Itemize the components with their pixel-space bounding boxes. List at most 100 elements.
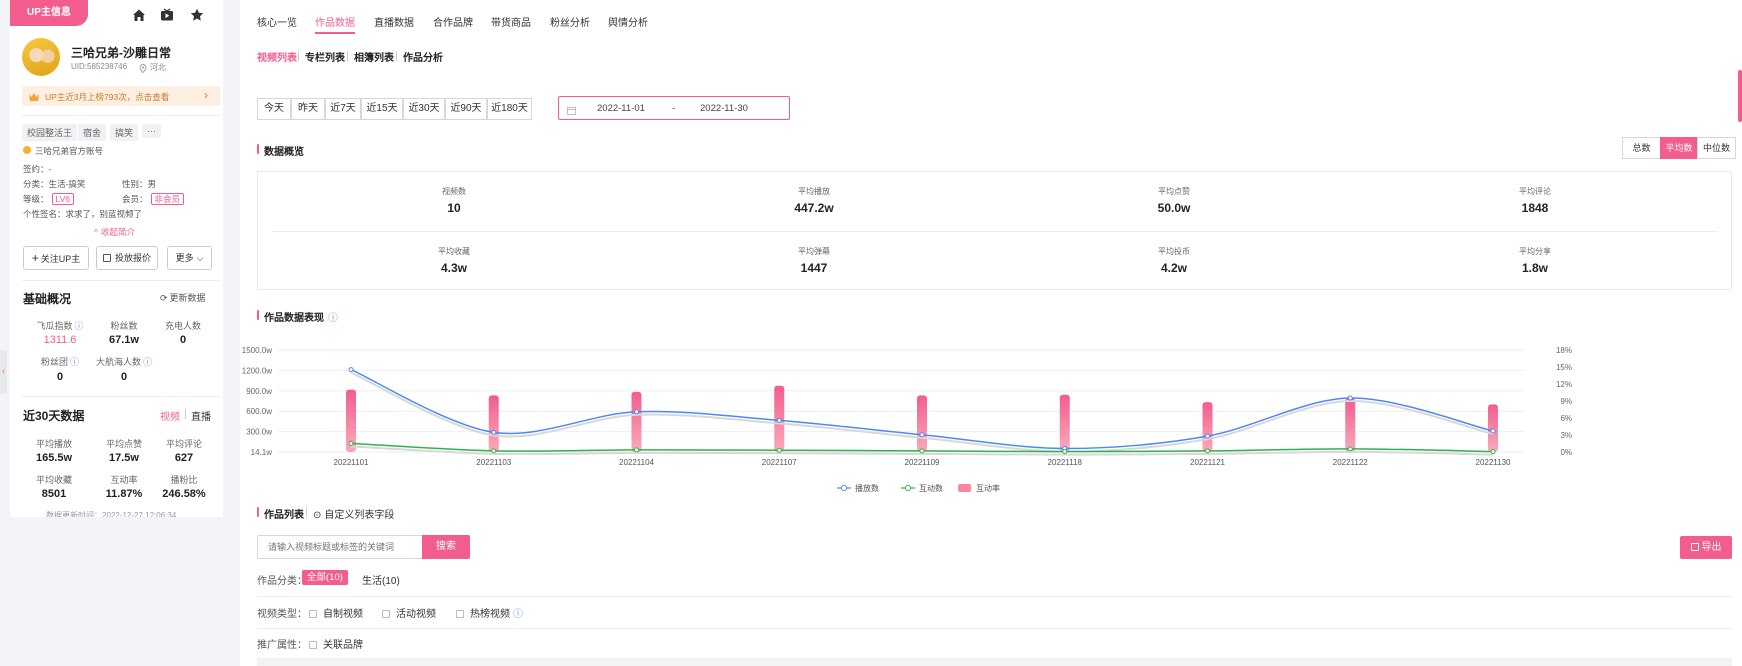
search-input[interactable]: [257, 535, 422, 559]
recent-value: 627: [174, 452, 194, 464]
tab-opinion[interactable]: 舆情分析: [608, 18, 648, 29]
subtab-albums[interactable]: 相簿列表: [354, 53, 394, 64]
follow-up-label: 关注UP主: [40, 254, 81, 264]
sign-value: -: [48, 164, 52, 174]
scrollbar-thumb[interactable]: [1738, 70, 1742, 122]
tab-works[interactable]: 作品数据: [315, 14, 355, 34]
follow-up-button[interactable]: + 关注UP主: [23, 246, 89, 270]
date-range-picker[interactable]: 2022-11-01 - 2022-11-30: [558, 96, 790, 120]
legend-swatch: [958, 484, 971, 492]
video-type-activity[interactable]: 活动视频: [382, 605, 436, 620]
tab-divider: [185, 409, 186, 419]
range-15d[interactable]: 近15天: [361, 98, 403, 120]
y-right-tick-label: 0%: [1560, 448, 1572, 457]
tab-fans[interactable]: 粉丝分析: [550, 18, 590, 29]
tab-live[interactable]: 直播数据: [374, 18, 414, 29]
up-tag: 搞笑: [110, 124, 139, 141]
overview-label: 平均评论: [1519, 187, 1551, 196]
custom-fields-label: 自定义列表字段: [324, 510, 395, 521]
promo-label: 推广属性：: [257, 640, 307, 651]
recent-30-title: 近30天数据: [23, 409, 85, 423]
home-icon[interactable]: [132, 8, 146, 25]
up-tag-more[interactable]: ···: [142, 124, 161, 138]
mode-total[interactable]: 总数: [1622, 137, 1661, 159]
refresh-link[interactable]: ⟳ 更新数据: [160, 291, 206, 304]
subtab-videos[interactable]: 视频列表: [257, 53, 297, 64]
avatar: [22, 38, 60, 76]
x-tick-label: 20221104: [619, 458, 655, 467]
search-button[interactable]: 搜索: [422, 535, 470, 559]
recent-value: 8501: [41, 488, 67, 500]
bar-interaction-rate: [1202, 402, 1213, 452]
legend-label: 播放数: [855, 483, 879, 493]
series-point: [1205, 433, 1210, 439]
settings-icon: ⊙: [313, 510, 322, 521]
video-icon[interactable]: [160, 8, 174, 25]
video-type-hot[interactable]: 热榜视频 ⓘ: [456, 605, 523, 620]
promo-brand[interactable]: 关联品牌: [309, 636, 363, 651]
date-start[interactable]: 2022-11-01: [597, 103, 645, 114]
ad-quote-button[interactable]: 投放报价: [96, 246, 158, 270]
checkbox[interactable]: [382, 610, 390, 618]
custom-fields-link[interactable]: ⊙ 自定义列表字段: [313, 506, 394, 521]
range-yesterday[interactable]: 昨天: [291, 98, 325, 120]
info-icon[interactable]: ⓘ: [70, 357, 80, 367]
checkbox[interactable]: [309, 641, 317, 649]
video-type-self[interactable]: 自制视频: [309, 605, 363, 620]
crown-icon: [28, 91, 40, 105]
series-point: [1490, 449, 1496, 455]
collapse-link[interactable]: ^ 收起简介: [94, 226, 135, 238]
subtab-analysis[interactable]: 作品分析: [403, 53, 443, 64]
collapse-sidebar-handle[interactable]: ‹: [0, 350, 7, 394]
category-filter-label: 作品分类：: [257, 576, 307, 587]
recent-value: 11.87%: [105, 488, 143, 500]
subtab-articles[interactable]: 专栏列表: [305, 53, 345, 64]
info-icon[interactable]: ⓘ: [74, 321, 84, 331]
category-label: 分类：: [23, 179, 49, 189]
checkbox[interactable]: [309, 610, 317, 618]
series-point: [634, 409, 639, 415]
info-icon[interactable]: ⓘ: [328, 313, 338, 324]
overview-value: 1848: [1521, 201, 1549, 215]
rank-notice[interactable]: UP主近3月上榜793次，点击查看 ›: [22, 86, 220, 106]
stat-value: 0: [56, 371, 64, 383]
series-shadow: [350, 371, 1494, 453]
range-30d[interactable]: 近30天: [403, 98, 445, 120]
info-icon[interactable]: ⓘ: [143, 357, 153, 367]
chevron-down-icon: ⌵: [196, 253, 204, 263]
range-90d[interactable]: 近90天: [445, 98, 487, 120]
recent-tab-video[interactable]: 视频: [160, 412, 180, 423]
up-location: 河北: [150, 63, 166, 72]
range-180d[interactable]: 近180天: [487, 98, 532, 120]
official-icon: [23, 146, 31, 154]
mode-median[interactable]: 中位数: [1697, 137, 1736, 159]
date-end[interactable]: 2022-11-30: [700, 103, 748, 114]
tab-goods[interactable]: 带货商品: [491, 18, 531, 29]
tab-brands[interactable]: 合作品牌: [433, 18, 473, 29]
rank-notice-text: UP主近3月上榜793次，点击查看: [45, 92, 170, 102]
overview-value: 4.3w: [440, 261, 467, 275]
stat-label: 充电人数: [164, 321, 201, 331]
range-7d[interactable]: 近7天: [325, 98, 361, 120]
up-tag: 校园整活王: [22, 124, 78, 141]
member-row: 会员： 非会员: [122, 193, 185, 205]
recent-tab-live[interactable]: 直播: [191, 412, 211, 423]
table-header-bar: [257, 658, 1732, 666]
category-life[interactable]: 生活(10): [362, 576, 400, 587]
recent-label: 平均播放: [35, 439, 72, 449]
chevron-up-icon: ^: [94, 227, 98, 237]
range-today[interactable]: 今天: [257, 98, 291, 120]
bar-interaction-rate: [631, 391, 642, 452]
category-all[interactable]: 全部(10): [302, 570, 348, 585]
mode-average[interactable]: 平均数: [1660, 137, 1698, 159]
stat-label: 粉丝数: [110, 321, 138, 331]
tab-core[interactable]: 核心一览: [257, 18, 297, 29]
sign-label: 签约：: [23, 164, 49, 174]
export-button[interactable]: 导出: [1680, 536, 1732, 559]
star-icon[interactable]: [190, 8, 204, 25]
info-icon[interactable]: ⓘ: [513, 609, 523, 620]
overview-value: 1447: [800, 261, 828, 275]
more-button[interactable]: 更多 ⌵: [167, 246, 212, 270]
works-performance-chart: 14.1w 300.0w 600.0w 900.0w 1200.0w 1500.0w 0% 3…: [242, 346, 1572, 493]
checkbox[interactable]: [456, 610, 464, 618]
